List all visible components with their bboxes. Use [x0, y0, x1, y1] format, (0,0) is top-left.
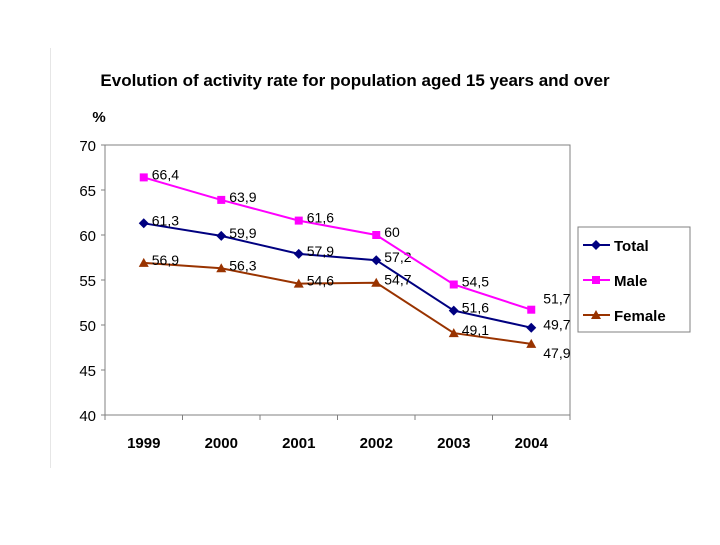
y-tick-label: 50 — [79, 318, 96, 335]
data-label-female: 49,1 — [462, 322, 489, 338]
data-point-female — [526, 338, 537, 348]
data-label-male: 63,9 — [229, 189, 256, 205]
data-point-total — [138, 218, 149, 229]
x-tick-label: 2000 — [205, 435, 238, 452]
left-divider-line — [50, 48, 51, 468]
chart-title: Evolution of activity rate for populatio… — [100, 71, 610, 90]
legend-label-total: Total — [614, 238, 649, 255]
x-tick-label: 2002 — [360, 435, 393, 452]
series-female: 56,9 56,3 54,6 54,7 49,1 47,9 — [138, 252, 571, 361]
data-point-total — [448, 305, 459, 316]
axes: 40 45 50 55 60 65 70 1999 2000 2001 2002 2003 2004 — [79, 138, 571, 452]
data-point-female — [138, 257, 149, 267]
data-label-total: 57,9 — [307, 243, 334, 259]
data-point-male — [372, 231, 381, 239]
legend-marker-total — [591, 240, 601, 250]
data-point-male — [449, 280, 458, 289]
data-label-total: 61,3 — [152, 212, 179, 228]
data-label-male: 51,7 — [543, 291, 570, 307]
series-total: 61,3 59,9 57,9 57,2 51,6 49,7 — [138, 212, 571, 333]
data-label-female: 56,9 — [152, 252, 179, 268]
legend-marker-male — [592, 276, 600, 284]
data-label-male: 66,4 — [152, 166, 179, 182]
data-label-female: 54,6 — [307, 273, 334, 289]
x-tick-label: 2004 — [515, 435, 549, 452]
data-label-total: 49,7 — [543, 317, 570, 333]
data-label-female: 54,7 — [384, 272, 411, 288]
y-tick-label: 65 — [79, 183, 96, 200]
data-point-female — [448, 328, 459, 338]
plot-area — [104, 144, 571, 416]
data-label-total: 51,6 — [462, 300, 489, 316]
data-label-male: 60 — [384, 224, 400, 240]
data-point-female — [371, 277, 382, 287]
data-point-total — [526, 322, 537, 333]
series-layer: 61,3 59,9 57,9 57,2 51,6 49,7 66,4 63,9 61,6 60 54… — [138, 166, 571, 361]
x-tick-label: 2003 — [437, 435, 470, 452]
legend-marker-female — [591, 310, 601, 319]
data-point-female — [216, 263, 227, 273]
y-tick-label: 55 — [79, 273, 96, 290]
data-point-male — [294, 216, 303, 225]
x-tick-label: 1999 — [127, 435, 160, 452]
data-point-male — [217, 195, 226, 204]
data-label-male: 61,6 — [307, 210, 334, 226]
legend-label-male: Male — [614, 273, 647, 290]
y-tick-label: 40 — [79, 408, 96, 425]
data-point-total — [293, 248, 304, 259]
data-label-male: 54,5 — [462, 274, 489, 290]
legend-label-female: Female — [614, 308, 666, 325]
data-point-male — [527, 305, 536, 314]
x-tick-label: 2001 — [282, 435, 315, 452]
y-tick-label: 60 — [79, 228, 96, 245]
data-point-female — [293, 278, 304, 288]
data-label-total: 57,2 — [384, 249, 411, 265]
series-line-total — [143, 222, 532, 329]
y-tick-label: 45 — [79, 363, 96, 380]
legend: Total Male Female — [577, 226, 691, 333]
y-tick-label: 70 — [79, 138, 96, 155]
series-male: 66,4 63,9 61,6 60 54,5 51,7 — [139, 166, 571, 314]
y-axis-label: % — [92, 109, 105, 126]
data-point-total — [216, 230, 227, 241]
data-point-male — [139, 173, 148, 182]
data-point-total — [371, 255, 382, 266]
data-label-female: 47,9 — [543, 345, 570, 361]
data-label-female: 56,3 — [229, 257, 256, 273]
series-line-male — [143, 176, 532, 311]
data-label-total: 59,9 — [229, 225, 256, 241]
series-line-female — [143, 261, 532, 345]
